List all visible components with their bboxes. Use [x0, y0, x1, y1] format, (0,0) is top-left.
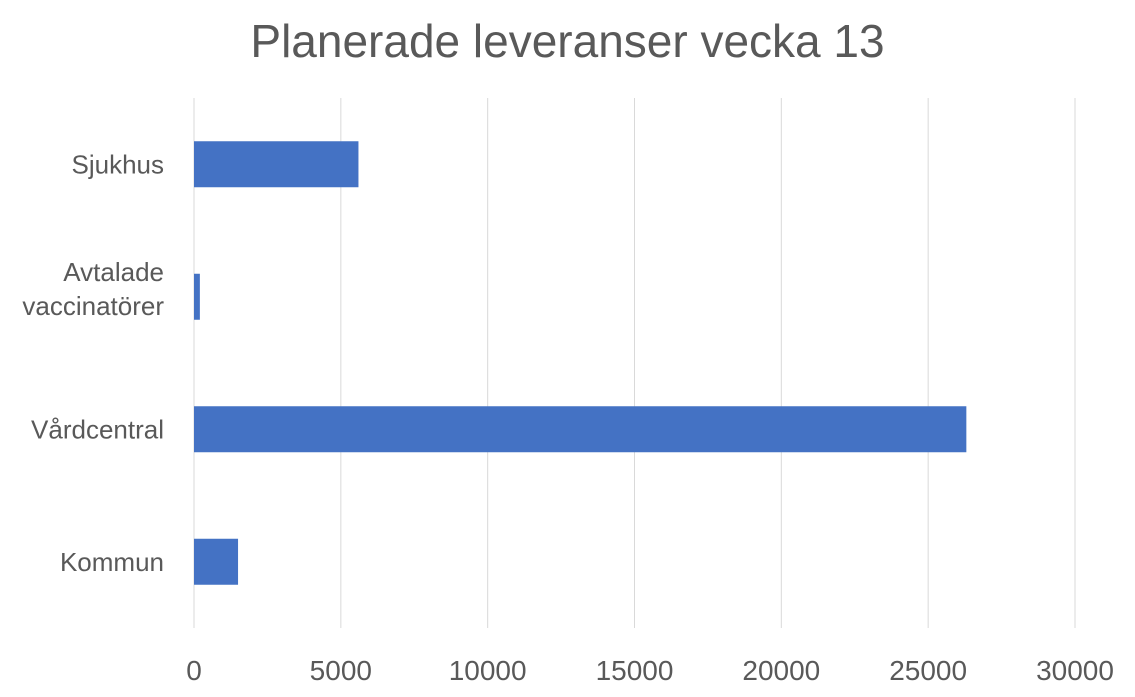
category-label: Avtalade vaccinatörer: [22, 257, 164, 321]
category-label: Kommun: [60, 547, 164, 577]
x-tick-label: 25000: [889, 655, 967, 686]
category-label: Vårdcentral: [31, 414, 164, 444]
chart-title: Planerade leveranser vecka 13: [250, 15, 885, 67]
bar: [194, 538, 239, 585]
x-tick-label: 30000: [1036, 655, 1114, 686]
x-tick-label: 0: [186, 655, 202, 686]
x-tick-labels: 0 5000 10000 15000 20000 25000 30000: [186, 655, 1114, 686]
x-tick-label: 20000: [742, 655, 820, 686]
x-tick-label: 15000: [596, 655, 674, 686]
bar: [194, 406, 967, 453]
bars: [194, 141, 967, 585]
category-labels: Sjukhus Avtalade vaccinatörer Vårdcentral Ko…: [22, 149, 164, 577]
bar: [194, 273, 200, 320]
category-label: Sjukhus: [72, 149, 165, 179]
bar: [194, 141, 359, 188]
x-tick-label: 10000: [449, 655, 527, 686]
x-tick-label: 5000: [310, 655, 372, 686]
